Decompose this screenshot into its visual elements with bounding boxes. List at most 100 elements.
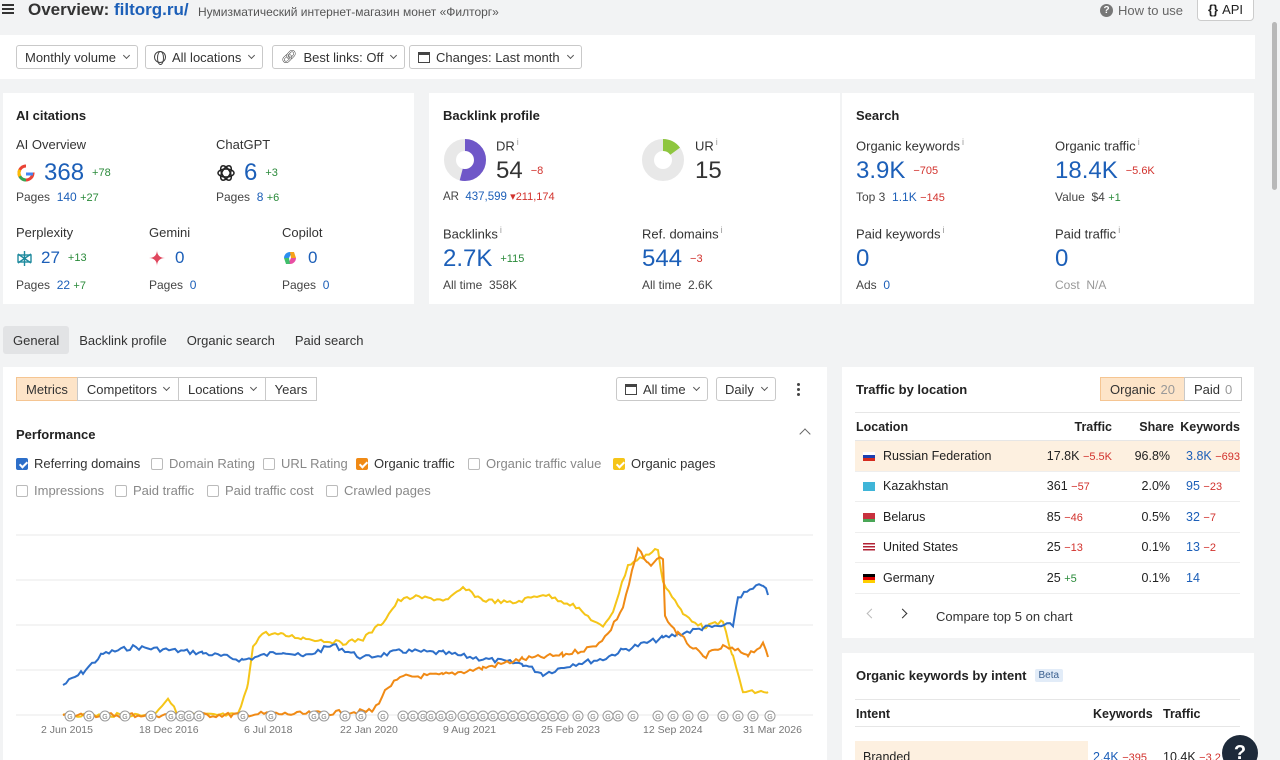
info-icon[interactable]: i — [720, 225, 723, 235]
how-to-use-link[interactable]: ? How to use — [1100, 3, 1183, 18]
tab-organic-search[interactable]: Organic search — [186, 332, 275, 348]
paid-traffic-value[interactable]: 0 — [1055, 245, 1069, 272]
tab-paid-search[interactable]: Paid search — [294, 332, 364, 348]
checkbox-organic-traffic-value[interactable]: Organic traffic value — [468, 456, 601, 471]
checkbox-url-rating[interactable]: URL Rating — [263, 456, 348, 471]
branded-kw-value[interactable]: 2.4K — [1093, 750, 1119, 760]
checkbox-domain-rating[interactable]: Domain Rating — [151, 456, 255, 471]
google-update-marker[interactable] — [747, 710, 759, 722]
checkbox-paid-traffic[interactable]: Paid traffic — [115, 483, 194, 498]
checkbox-paid-traffic-cost[interactable]: Paid traffic cost — [207, 483, 314, 498]
google-update-marker[interactable] — [697, 710, 709, 722]
checkbox-impressions[interactable]: Impressions — [16, 483, 104, 498]
branded-label[interactable]: Branded — [863, 750, 911, 760]
pages-value[interactable]: 8 — [256, 190, 264, 204]
keywords-value[interactable]: 95 — [1186, 479, 1200, 494]
google-update-marker[interactable] — [667, 710, 679, 722]
perplexity-value[interactable]: 27 — [41, 248, 60, 267]
google-update-marker[interactable] — [377, 710, 389, 722]
volume-dropdown[interactable]: Monthly volume — [16, 45, 139, 69]
pages-value[interactable]: 0 — [189, 278, 197, 292]
ai-overview-value[interactable]: 368 — [44, 159, 85, 186]
google-update-marker[interactable] — [587, 710, 599, 722]
metrics-button[interactable]: Metrics — [16, 377, 78, 401]
info-icon[interactable]: i — [1118, 225, 1121, 235]
checkbox-organic-pages[interactable]: Organic pages — [613, 456, 716, 471]
google-update-marker[interactable] — [193, 710, 205, 722]
scrollbar-thumb[interactable] — [1272, 22, 1277, 190]
col-traffic[interactable]: Traffic — [1163, 707, 1201, 721]
col-keywords[interactable]: Keywords — [1180, 419, 1240, 434]
menu-icon[interactable] — [2, 2, 14, 16]
next-page-icon[interactable] — [897, 608, 908, 619]
google-update-marker[interactable] — [764, 710, 776, 722]
table-row[interactable]: Kazakhstan 361 −57 2.0% 95 −23 — [855, 471, 1240, 502]
google-update-marker[interactable] — [339, 710, 351, 722]
info-icon[interactable]: i — [962, 137, 965, 147]
country-name[interactable]: Kazakhstan — [883, 479, 949, 494]
info-icon[interactable]: i — [516, 137, 519, 147]
google-update-marker[interactable] — [83, 710, 95, 722]
chatgpt-value[interactable]: 6 — [244, 159, 258, 186]
country-name[interactable]: Russian Federation — [883, 448, 992, 463]
backlinks-value[interactable]: 2.7K — [443, 245, 493, 272]
paid-toggle[interactable]: Paid 0 — [1184, 377, 1243, 401]
best-links-dropdown[interactable]: 🔗︎ Best links: Off — [272, 45, 406, 69]
google-update-marker[interactable] — [612, 710, 624, 722]
table-row[interactable]: Russian Federation 17.8K −5.5K 96.8% 3.8K −… — [855, 440, 1240, 471]
all-time-dropdown[interactable]: All time — [616, 377, 708, 401]
ads-value[interactable]: 0 — [883, 278, 891, 292]
google-update-marker[interactable] — [145, 710, 157, 722]
info-icon[interactable]: i — [715, 137, 718, 147]
tab-backlink-profile[interactable]: Backlink profile — [79, 332, 167, 348]
table-row[interactable]: Belarus 85 −46 0.5% 32 −7 — [855, 502, 1240, 532]
google-update-marker[interactable] — [355, 710, 367, 722]
keywords-value[interactable]: 13 — [1186, 540, 1200, 555]
google-update-marker[interactable] — [717, 710, 729, 722]
prev-page-icon[interactable] — [866, 608, 877, 619]
google-update-marker[interactable] — [732, 710, 744, 722]
google-update-marker[interactable] — [318, 710, 330, 722]
keywords-value[interactable]: 32 — [1186, 509, 1200, 524]
google-update-marker[interactable] — [652, 710, 664, 722]
collapse-icon[interactable] — [799, 428, 811, 440]
info-icon[interactable]: i — [942, 225, 945, 235]
years-button[interactable]: Years — [264, 377, 318, 401]
tab-general[interactable]: General — [3, 326, 70, 354]
google-update-marker[interactable] — [119, 710, 131, 722]
more-options-icon[interactable] — [797, 381, 801, 398]
info-icon[interactable]: i — [1137, 137, 1140, 147]
checkbox-organic-traffic[interactable]: Organic traffic — [356, 456, 455, 471]
changes-dropdown[interactable]: Changes: Last month — [409, 45, 582, 69]
info-icon[interactable]: i — [499, 225, 502, 235]
paid-keywords-value[interactable]: 0 — [856, 245, 870, 272]
compare-top5-link[interactable]: Compare top 5 on chart — [936, 609, 1073, 624]
col-traffic[interactable]: Traffic — [1074, 419, 1113, 434]
locations-dropdown-chart[interactable]: Locations — [177, 377, 266, 401]
locations-dropdown[interactable]: All locations — [145, 45, 264, 69]
organic-toggle[interactable]: Organic 20 — [1100, 377, 1185, 401]
google-update-marker[interactable] — [265, 710, 277, 722]
google-update-marker[interactable] — [572, 710, 584, 722]
ar-value[interactable]: 437,599 — [465, 191, 507, 203]
help-button[interactable]: ? — [1222, 735, 1258, 760]
keywords-value[interactable]: 3.8K — [1186, 448, 1212, 463]
google-update-marker[interactable] — [237, 710, 249, 722]
pages-value[interactable]: 22 — [56, 278, 71, 292]
checkbox-crawled-pages[interactable]: Crawled pages — [326, 483, 431, 498]
table-row[interactable]: Germany 25 +5 0.1% 14 — [855, 563, 1240, 593]
keywords-value[interactable]: 14 — [1186, 570, 1200, 585]
google-update-marker[interactable] — [682, 710, 694, 722]
api-button[interactable]: {} API — [1197, 0, 1254, 21]
refdomains-value[interactable]: 544 — [642, 245, 683, 272]
country-name[interactable]: Germany — [883, 570, 935, 585]
scrollbar[interactable] — [1270, 0, 1280, 760]
top3-value[interactable]: 1.1K — [892, 190, 917, 204]
domain-link[interactable]: filtorg.ru/ — [114, 0, 189, 19]
google-update-marker[interactable] — [557, 710, 569, 722]
checkbox-referring-domains[interactable]: Referring domains — [16, 456, 140, 471]
pages-value[interactable]: 140 — [56, 190, 77, 204]
col-share[interactable]: Share — [1139, 419, 1175, 434]
pages-value[interactable]: 0 — [322, 278, 330, 292]
table-row[interactable]: United States 25 −13 0.1% 13 −2 — [855, 532, 1240, 563]
